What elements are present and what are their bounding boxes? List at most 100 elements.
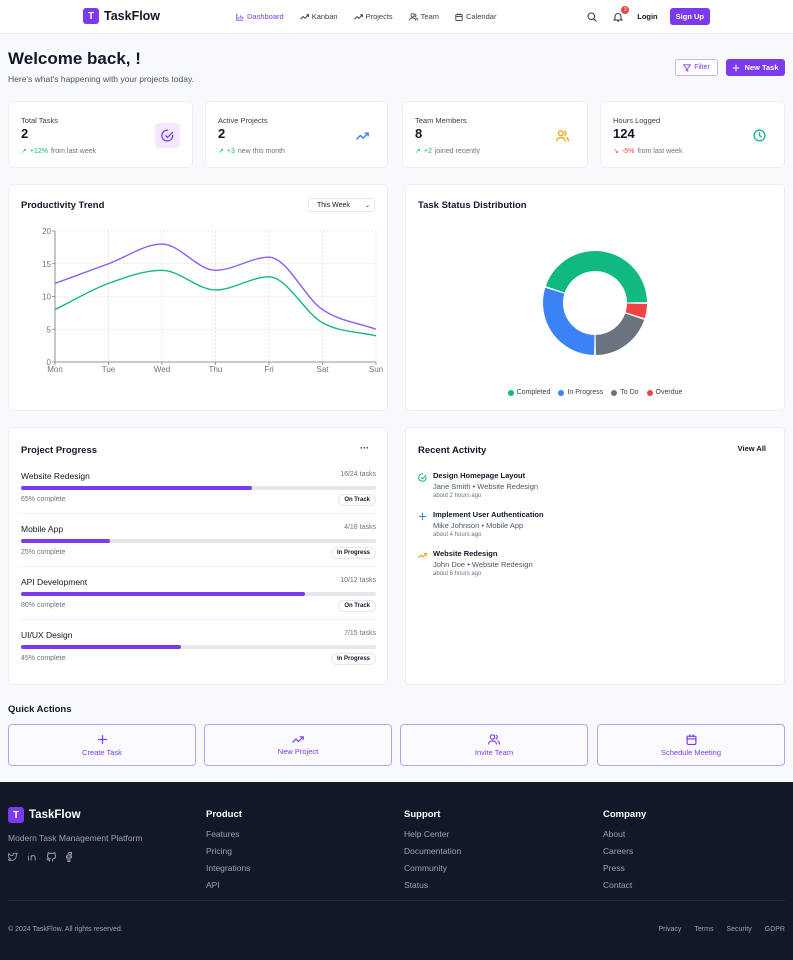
progress-fill	[21, 592, 305, 596]
project-progress-card: Project Progress ··· Website Redesign 16…	[8, 427, 388, 685]
progress-bar	[21, 592, 376, 596]
filter-button[interactable]: Filter	[675, 59, 718, 76]
legend-item[interactable]: To Do	[611, 389, 639, 396]
legend-item[interactable]: In Progress	[558, 389, 603, 396]
chart-legend: Completed In Progress To Do Overdue	[406, 389, 784, 396]
stat-value: 2	[21, 126, 29, 141]
users-icon	[550, 123, 575, 148]
legend-item[interactable]: Completed	[507, 389, 550, 396]
footer-tagline: Modern Task Management Platform	[8, 833, 143, 843]
status-badge: On Track	[338, 600, 376, 612]
legal-link[interactable]: Privacy	[658, 926, 682, 933]
divider	[21, 619, 376, 620]
check-circle-icon	[155, 123, 180, 148]
bell-icon	[613, 12, 624, 22]
create-task-button[interactable]: Create Task	[8, 724, 196, 766]
footer-link[interactable]: Careers	[603, 846, 634, 856]
legend-item[interactable]: Overdue	[646, 389, 682, 396]
new-task-button[interactable]: New Task	[726, 59, 785, 76]
footer-link[interactable]: Features	[206, 829, 240, 839]
login-button[interactable]: Login	[637, 12, 658, 21]
twitter-icon[interactable]	[8, 852, 18, 861]
more-options-button[interactable]: ···	[360, 443, 369, 453]
nav-team[interactable]: Team	[408, 12, 439, 21]
productivity-title: Productivity Trend	[21, 200, 105, 211]
logo-icon: T	[83, 8, 99, 24]
footer-link[interactable]: Community	[404, 863, 447, 873]
x-tick-label: Fri	[264, 365, 274, 374]
footer-link[interactable]: Press	[603, 863, 625, 873]
footer-link[interactable]: Documentation	[404, 846, 462, 856]
footer-link[interactable]: Pricing	[206, 846, 232, 856]
footer-link[interactable]: API	[206, 880, 220, 890]
range-select[interactable]: This Week ⌄	[308, 198, 375, 212]
trending-up-icon	[353, 13, 363, 20]
linkedin-icon[interactable]	[27, 852, 37, 861]
footer-link[interactable]: Help Center	[404, 829, 450, 839]
notifications-button[interactable]: 3	[611, 5, 630, 24]
stat-trend: ↗ +2 joined recently	[415, 147, 480, 156]
brand-name: TaskFlow	[29, 809, 81, 821]
nav-projects[interactable]: Projects	[353, 12, 393, 21]
signup-button[interactable]: Sign Up	[669, 8, 710, 25]
divider	[21, 566, 376, 567]
nav-dashboard[interactable]: Dashboard	[236, 12, 284, 21]
new-project-button[interactable]: New Project	[204, 724, 392, 766]
stat-trend: ↗ +3 new this month	[218, 147, 285, 156]
legal-link[interactable]: Security	[726, 926, 752, 933]
x-tick-label: Sat	[316, 365, 329, 374]
view-all-link[interactable]: View All	[737, 444, 766, 453]
legend-dot	[646, 389, 653, 396]
arrow-up-right-icon: ↗	[218, 148, 224, 155]
clock-icon	[747, 123, 772, 148]
stat-trend: ↗ +12% from last week	[21, 147, 97, 156]
facebook-icon[interactable]	[65, 852, 73, 862]
stat-label: Active Projects	[218, 116, 268, 125]
stat-value: 8	[415, 126, 423, 141]
stat-card-team-members: Team Members 8 ↗ +2 joined recently	[402, 101, 588, 168]
footer-link[interactable]: Integrations	[206, 863, 251, 873]
quick-actions-title: Quick Actions	[8, 704, 72, 715]
legal-link[interactable]: Terms	[694, 926, 714, 933]
stat-value: 2	[218, 126, 226, 141]
check-circle-icon	[418, 473, 427, 482]
y-tick-label: 0	[47, 358, 52, 367]
donut-slice-to-do	[595, 313, 645, 355]
donut-slice-overdue	[625, 303, 647, 319]
progress-bar	[21, 645, 376, 649]
page-subtitle: Here's what's happening with your projec…	[8, 74, 194, 84]
brand-logo[interactable]: T TaskFlow	[83, 8, 160, 24]
x-tick-label: Sun	[369, 365, 383, 374]
recent-activity-card: Recent Activity View All Design Homepage…	[405, 427, 785, 685]
brand-name: TaskFlow	[104, 9, 161, 23]
footer-link[interactable]: About	[603, 829, 626, 839]
productivity-line-chart: 0 5 10 15 20 Mon Tue Wed Thu Fri Sat Sun	[42, 227, 383, 374]
footer-link[interactable]: Status	[404, 880, 429, 890]
footer-brand[interactable]: T TaskFlow	[8, 807, 81, 823]
arrow-down-right-icon: ↘	[613, 148, 619, 155]
search-button[interactable]	[585, 10, 599, 24]
invite-team-button[interactable]: Invite Team	[400, 724, 588, 766]
footer-link[interactable]: Contact	[603, 880, 633, 890]
stat-value: 124	[613, 126, 635, 141]
stat-card-active-projects: Active Projects 2 ↗ +3 new this month	[205, 101, 388, 168]
github-icon[interactable]	[46, 852, 56, 862]
plus-icon	[97, 734, 107, 744]
plus-icon	[733, 64, 740, 71]
users-icon	[488, 733, 500, 745]
series-line-1	[54, 243, 377, 330]
nav-calendar[interactable]: Calendar	[455, 12, 496, 21]
legal-link[interactable]: GDPR	[764, 926, 785, 933]
legend-dot	[611, 389, 618, 396]
social-links	[8, 852, 73, 862]
status-badge: On Track	[338, 494, 376, 506]
legend-dot	[558, 389, 565, 396]
nav-kanban[interactable]: Kanban	[299, 12, 338, 21]
x-tick-label: Wed	[154, 365, 170, 374]
schedule-meeting-button[interactable]: Schedule Meeting	[597, 724, 785, 766]
stat-label: Total Tasks	[21, 116, 58, 125]
page-title: Welcome back, !	[8, 49, 141, 68]
x-tick-label: Thu	[209, 365, 223, 374]
footer-column-company: Company About Careers Press Contact	[603, 809, 647, 890]
task-status-card: Task Status Distribution Completed In Pr…	[405, 184, 785, 411]
